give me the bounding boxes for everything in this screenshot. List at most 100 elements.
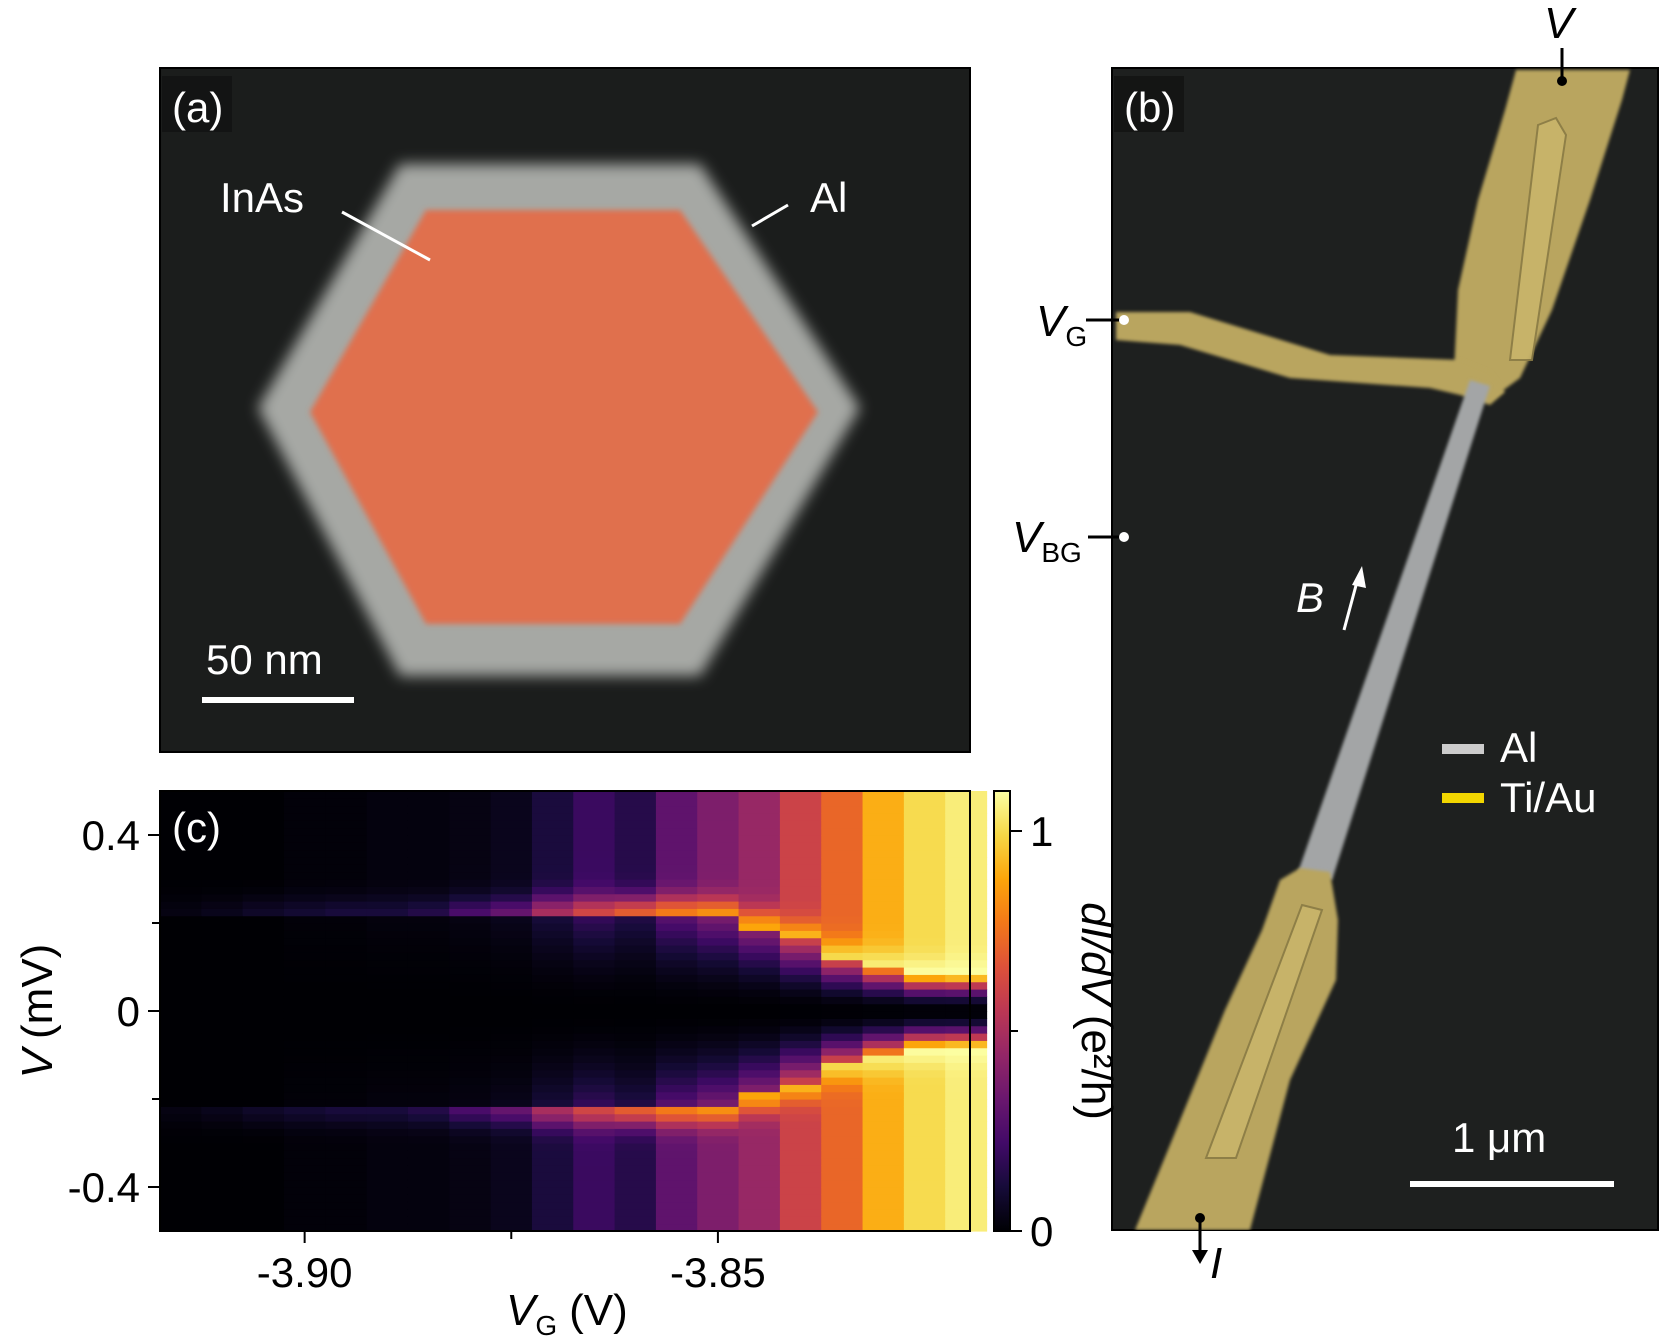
heatmap-cell <box>490 879 533 887</box>
heatmap-cell <box>490 930 533 939</box>
heatmap-cell <box>779 1011 822 1019</box>
heatmap-cell <box>490 805 533 814</box>
heatmap-cell <box>325 805 368 814</box>
heatmap-cell <box>738 989 781 997</box>
heatmap-cell <box>160 1069 202 1078</box>
bottom-contact-ridge <box>1204 903 1324 1159</box>
heatmap-cell <box>821 981 864 990</box>
magnetic-field-arrow <box>1342 577 1360 631</box>
heatmap-cell <box>945 1128 988 1137</box>
heatmap-cell <box>283 1223 326 1232</box>
heatmap-cell <box>903 915 946 924</box>
heatmap-cell <box>531 871 574 880</box>
heatmap-cell <box>490 871 533 880</box>
heatmap-cell <box>779 842 822 851</box>
heatmap-cell <box>160 1150 202 1159</box>
heatmap-cell <box>697 974 740 983</box>
y-axis-label: V(mV) <box>13 944 62 1079</box>
heatmap-cell <box>614 1033 657 1041</box>
heatmap-cell <box>614 879 657 887</box>
heatmap-cell <box>490 1128 533 1137</box>
heatmap-cell <box>449 1209 492 1217</box>
heatmap-cell <box>283 959 326 968</box>
heatmap-cell <box>283 1099 326 1107</box>
heatmap-cell <box>903 886 946 895</box>
heatmap-cell <box>201 1150 244 1159</box>
heatmap-cell <box>573 1223 616 1232</box>
heatmap-cell <box>242 1216 285 1225</box>
x-axis-label: VG (V) <box>506 1286 628 1338</box>
heatmap-cell <box>366 1143 409 1151</box>
heatmap-cell <box>242 1157 285 1166</box>
heatmap-cell <box>738 1106 781 1115</box>
heatmap-cell <box>531 849 574 858</box>
heatmap-cell <box>201 1003 244 1012</box>
heatmap-cell <box>697 959 740 968</box>
heatmap-cell <box>366 1011 409 1019</box>
heatmap-cell <box>738 820 781 829</box>
heatmap-cell <box>738 908 781 917</box>
heatmap-cell <box>531 1172 574 1181</box>
heatmap-cell <box>407 989 450 997</box>
heatmap-cell <box>242 1003 285 1012</box>
heatmap-cell <box>201 1062 244 1071</box>
heatmap-cell <box>697 1179 740 1188</box>
heatmap-cell <box>573 1106 616 1115</box>
heatmap-cell <box>573 1216 616 1225</box>
heatmap-cell <box>366 798 409 807</box>
heatmap-cell <box>407 981 450 990</box>
heatmap-cell <box>490 1091 533 1100</box>
heatmap-cell <box>490 842 533 851</box>
heatmap-cell <box>531 1091 574 1100</box>
heatmap-cell <box>201 1143 244 1151</box>
heatmap-cell <box>201 1077 244 1085</box>
heatmap-cell <box>573 930 616 939</box>
heatmap-cell <box>283 1194 326 1203</box>
heatmap-cell <box>325 1047 368 1056</box>
heatmap-cell <box>201 967 244 975</box>
heatmap-cell <box>531 930 574 939</box>
heatmap-cell <box>531 989 574 997</box>
heatmap-cell <box>531 1113 574 1122</box>
heatmap-cell <box>945 827 988 836</box>
heatmap-cell <box>242 989 285 997</box>
heatmap-cell <box>779 1209 822 1217</box>
legend-tiau-label: Ti/Au <box>1500 774 1596 821</box>
heatmap-cell <box>779 937 822 946</box>
heatmap-cell <box>903 1172 946 1181</box>
heatmap-cell <box>614 989 657 997</box>
heatmap-cell <box>903 813 946 821</box>
heatmap-cell <box>697 1003 740 1012</box>
heatmap-cell <box>573 1172 616 1181</box>
heatmap-cell <box>862 813 905 821</box>
heatmap-cell <box>366 805 409 814</box>
heatmap-cell <box>655 945 698 953</box>
heatmap-cell <box>655 1011 698 1019</box>
heatmap-cell <box>201 974 244 983</box>
heatmap-cell <box>862 1216 905 1225</box>
heatmap-cell <box>325 1187 368 1195</box>
heatmap-cell <box>407 1223 450 1232</box>
heatmap-cell <box>821 1209 864 1217</box>
heatmap-cell <box>945 1165 988 1173</box>
heatmap-cell <box>407 1172 450 1181</box>
heatmap-cell <box>655 827 698 836</box>
heatmap-cell <box>490 1121 533 1129</box>
heatmap-cell <box>779 1091 822 1100</box>
heatmap-cell <box>655 1084 698 1093</box>
heatmap-cell <box>160 952 202 961</box>
heatmap-cell <box>449 996 492 1005</box>
heatmap-cell <box>242 849 285 858</box>
heatmap-cell <box>573 879 616 887</box>
heatmap-cell <box>862 945 905 953</box>
heatmap-cell <box>738 1209 781 1217</box>
heatmap-cell <box>573 842 616 851</box>
heatmap-cell <box>490 1194 533 1203</box>
heatmap-cell <box>201 989 244 997</box>
heatmap-cell <box>655 813 698 821</box>
heatmap-cell <box>862 908 905 917</box>
heatmap-cell <box>738 893 781 902</box>
heatmap-cell <box>531 1062 574 1071</box>
heatmap-cell <box>242 1187 285 1195</box>
heatmap-cell <box>738 871 781 880</box>
